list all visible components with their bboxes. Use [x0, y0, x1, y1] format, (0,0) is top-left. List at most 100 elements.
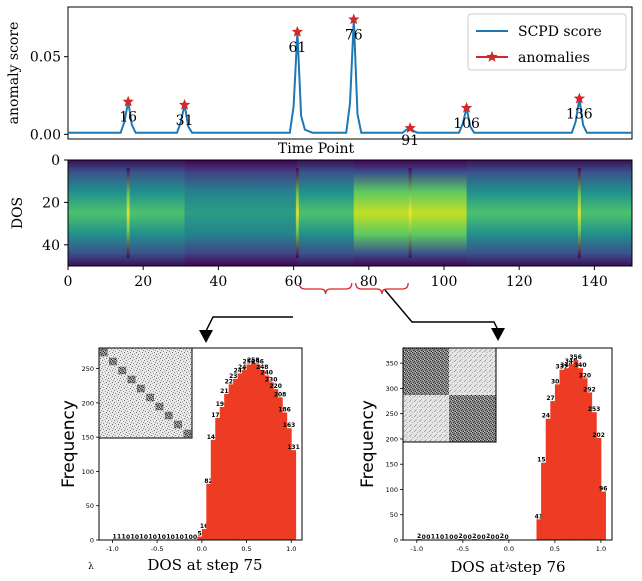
hist-bar-label: 1 [139, 533, 143, 540]
hist-bar-label: 0 [189, 534, 193, 541]
hist-bar [282, 412, 288, 540]
hist-bar [237, 373, 243, 540]
inset-75-diag-block [109, 357, 117, 366]
hist-76-caption: DOS at step 76 [450, 558, 565, 576]
anomaly-label-106: 106 [453, 116, 480, 132]
hist-x-tick-label: 1.0 [596, 545, 606, 553]
hist-y-tick-label: 300 [386, 385, 398, 393]
hist-bar [215, 417, 221, 540]
hist-bar-label: 2 [417, 533, 421, 540]
hist-bar [573, 360, 579, 540]
hist-75-caption: DOS at step 75 [147, 556, 262, 574]
hist-bar-label: 248 [238, 364, 251, 371]
hist-bar [591, 412, 597, 540]
anomaly-label-61: 61 [288, 40, 306, 56]
inset-75-diag-block [174, 420, 182, 429]
hist-bar-label: 1 [121, 533, 125, 540]
hist-bar [545, 418, 551, 540]
hist-bar [273, 389, 279, 540]
hist-bar-label: 0 [426, 534, 430, 541]
hist-bar-label: 0 [171, 534, 175, 541]
dos-segment [128, 160, 186, 266]
hist-bar-label: 1 [117, 533, 121, 540]
hist-bar [541, 462, 547, 540]
anomaly-star-91 [404, 122, 416, 133]
hist-x-tick-label: -1.0 [106, 545, 119, 553]
dos-y-tick-label: 0 [51, 153, 60, 169]
legend-star-icon [486, 51, 498, 62]
hist-bar-label: 0 [162, 534, 166, 541]
hist-bar-label: 256 [251, 358, 264, 365]
hist-bar [224, 393, 230, 540]
inset-75-diag-block [136, 384, 145, 393]
hist-bar-label: 0 [504, 534, 508, 541]
dos-x-tick-label: 140 [581, 274, 608, 290]
hist-bar [228, 384, 234, 540]
hist-bar-label: 348 [565, 358, 578, 365]
hist-bar-label: 0 [193, 534, 197, 541]
hist-bar [210, 439, 216, 540]
hist-bar-label: 1 [130, 533, 134, 540]
hist-bar-label: 2 [472, 533, 476, 540]
dos-ticks: 0 20 40 60 80 100 120 140 0 20 40 [42, 153, 608, 290]
hist-bar-label: 0 [153, 534, 157, 541]
hist-bar-label: 320 [579, 372, 592, 379]
arrows [199, 289, 505, 343]
arrow-left-head-icon [199, 330, 213, 343]
anomaly-star-136 [573, 92, 586, 104]
legend: SCPD score anomalies [467, 13, 627, 71]
anomaly-label-136: 136 [566, 107, 593, 123]
hist-bar [600, 491, 606, 540]
hist-bar [554, 384, 560, 540]
inset-75-diag-block [155, 402, 164, 411]
dos-x-tick-label: 60 [285, 274, 303, 290]
inset-75-diag-block [146, 393, 155, 402]
hist-bar [197, 536, 203, 540]
dos-x-tick-label: 0 [64, 274, 73, 290]
score-x-label: Time Point [278, 141, 355, 157]
hist-bar [550, 401, 556, 540]
hist-bar [577, 368, 583, 540]
adjacency-inset-75 [98, 347, 193, 439]
hist-bar-label: 308 [551, 378, 564, 385]
score-y-tick-label: 0.05 [30, 50, 61, 66]
inset-75-diag-block [183, 429, 192, 438]
hist-bar [485, 538, 491, 540]
hist-bar [559, 369, 565, 540]
hist-bar-label: 1 [431, 533, 435, 540]
anomaly-label-91: 91 [401, 133, 419, 149]
hist-bar-label: 253 [588, 406, 601, 413]
hist-bar-label: 5 [198, 531, 202, 538]
inset-75-blocks [99, 348, 192, 438]
inset-75-diag-block [118, 366, 127, 375]
hist-bar [242, 369, 247, 540]
anomaly-star-61 [291, 25, 304, 37]
hist-bar [587, 392, 593, 540]
hist-bar [201, 529, 207, 540]
hist-bar-label: 163 [283, 422, 296, 429]
hist-x-tick-label: 0.5 [241, 545, 251, 553]
hist-x-tick-label: 0.0 [197, 545, 207, 553]
hist-bar-label: 0 [144, 534, 148, 541]
hist-bar-label: 292 [583, 386, 596, 393]
hist-bar-label: 0 [477, 534, 481, 541]
dos-x-tick-label: 20 [134, 274, 152, 290]
dos-brackets [298, 282, 409, 295]
hist-bar-label: 1 [113, 533, 117, 540]
dos-spike [126, 168, 130, 258]
dos-spike [408, 168, 412, 258]
hist-y-tick-label: 100 [82, 468, 94, 476]
hist-y-tick-label: 250 [386, 410, 398, 418]
adjacency-inset-76 [402, 347, 497, 443]
dos-y-tick-label: 20 [42, 195, 60, 211]
arrow-right-head-icon [491, 328, 505, 341]
hist-bar-label: 202 [592, 432, 605, 439]
hist-bar [568, 364, 574, 540]
score-y-tick-label: 0.00 [30, 127, 61, 143]
hist-step76-plot: 2 0 0 1 1 0 1 0 0 2 0 0 2 0 0 2 0 0 2 041153240275308337340… [386, 347, 613, 553]
hist-y-tick-label: 50 [390, 511, 398, 519]
hist-bar [268, 382, 274, 540]
hist-bar-label: 0 [422, 534, 426, 541]
inset-76-frame [402, 347, 497, 443]
